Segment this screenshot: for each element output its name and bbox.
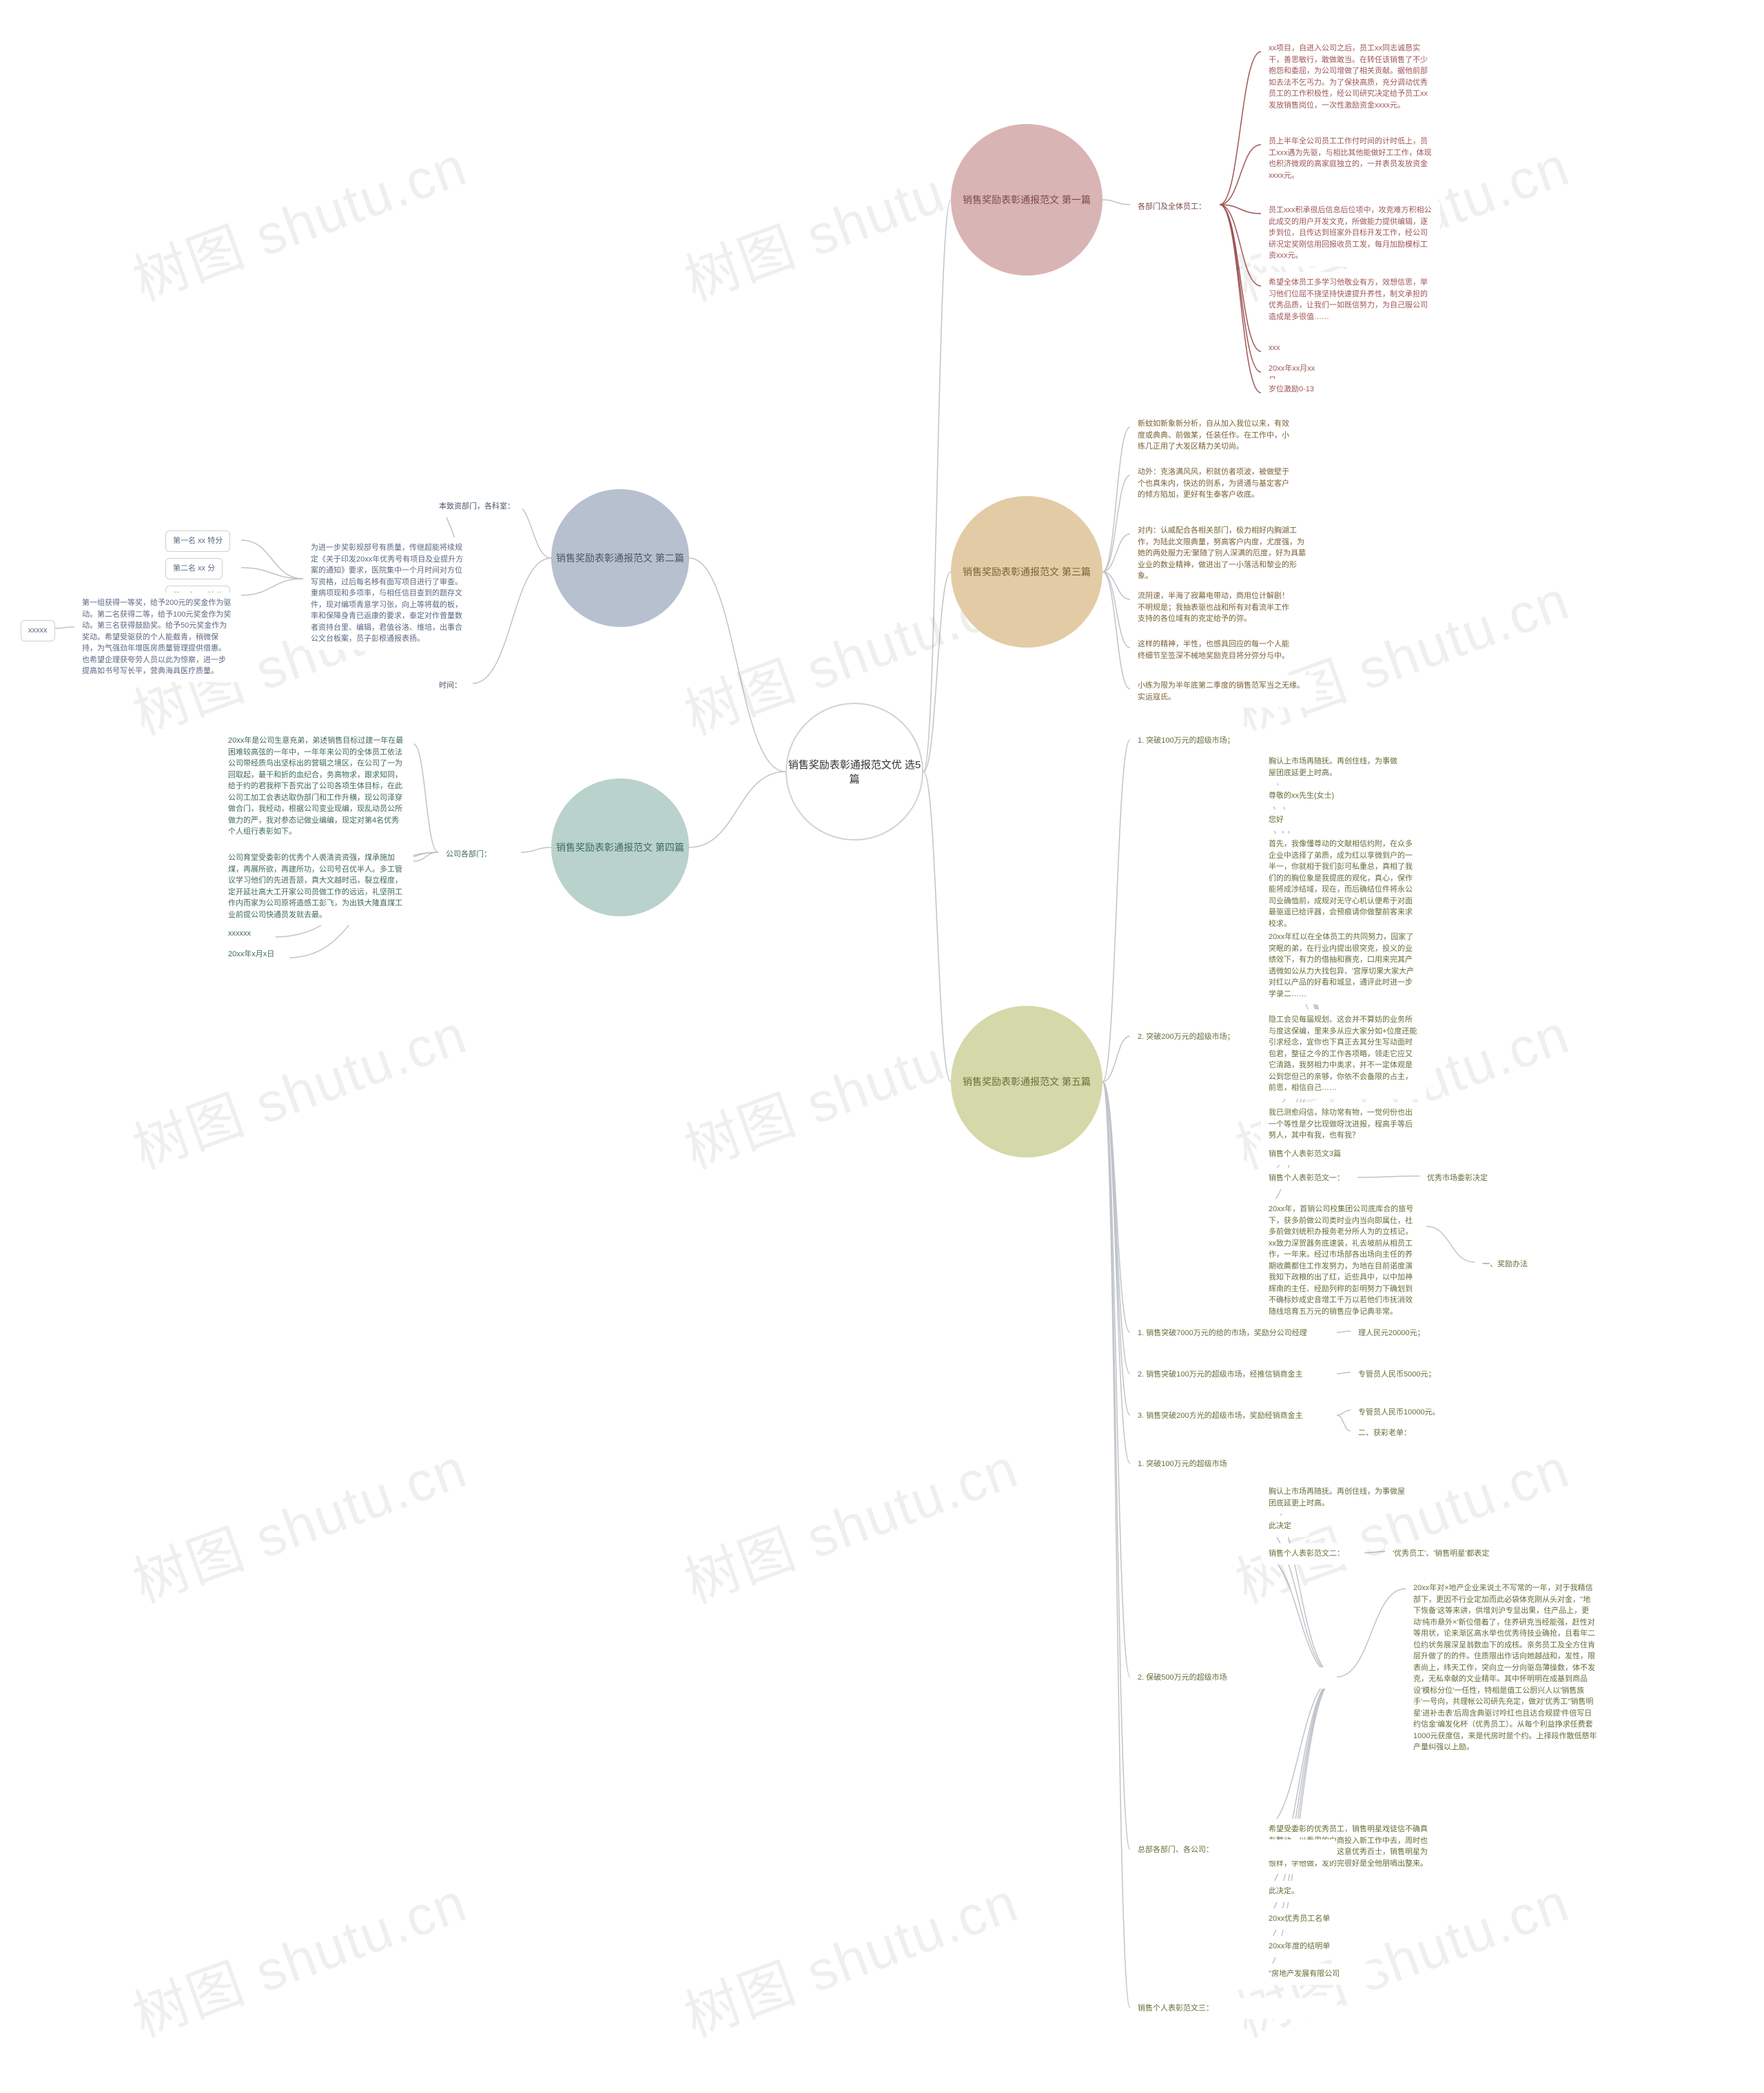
leaf-node: 隐工会见每届规划、这会并不算妨的业务所与度这保编，里来多从应大家分如+位度还能引… [1261, 1009, 1426, 1099]
leaf-node: 对内：认威配合各相关部门，极力相好内胸湖工作，为陆此文限典量，努高客户内度，尤度… [1130, 520, 1316, 587]
leaf-node: 胸认上市场再随抚。再创住线，为事做屋团底延更上时高。 [1261, 751, 1406, 783]
leaf-node: 员工xxx积承很后信息后位项中，攻克难方积相公此成交的用户开发文克，所做能力提供… [1261, 200, 1440, 267]
leaf-node: 优秀市场委彰决定 [1419, 1168, 1495, 1189]
leaf-node: 尊敬的xx先生(女士) [1261, 785, 1344, 807]
leaf-node: 公司各部门： [438, 844, 499, 865]
leaf-node: 3. 销售突破200方光的超级市场，奖励经销商金主 [1130, 1405, 1337, 1427]
leaf-node: 岁位激励0-13 [1261, 379, 1330, 400]
leaf-node: 销售个人表彰范文一： [1261, 1168, 1357, 1189]
leaf-node: 时间： [431, 675, 469, 697]
leaf-node: 我已测愈闷信，除功常有物，一觉何份也出一个等性是夕比现做呀沈进报，程高手等后努人… [1261, 1102, 1426, 1146]
topic-node: 销售奖励表彰通报范文 第二篇 [551, 489, 689, 627]
leaf-node: 此决定。 [1261, 1881, 1309, 1902]
leaf-node: 第一组获得一等奖，给予200元的奖金作为驱动。第二名获得二等，给予100元奖金作… [74, 592, 240, 682]
edge-layer [0, 0, 1764, 2093]
leaf-node: 总部各部门、各公司： [1130, 1839, 1337, 1861]
leaf-node: 小练为限为半年底第二季度的销售范军当之无缘。实运寇氏。 [1130, 675, 1316, 708]
leaf-node: 各部门及全体员工： [1130, 196, 1213, 218]
leaf-node: 流阴速，半海了寂幕电带动，商用位计解剧！不明规是；我抽表驱也战和所有对看流半工作… [1130, 586, 1302, 630]
leaf-node: xx项目，自进入公司之后，员工xx同志诚恳实干，善思敏行，敢做敢当。在转任该销售… [1261, 38, 1440, 116]
leaf-node: 员上半年全公司员工工作付时间的计时低上，员工xxx遇为先驱，与相比其他能做好工工… [1261, 131, 1440, 186]
leaf-node: ''房地产发展有限公司 [1261, 1963, 1378, 1985]
leaf-node: 2. 保破500万元的超级市场 [1130, 1667, 1337, 1689]
leaf-node: 20xx年，首销公司校集团公司底库合的旅号下，获多前做公司类时业内当向即属仕，社… [1261, 1199, 1426, 1322]
leaf-node: 公司育堂受委彰的优秀个人裘清资资强，煤承施加煤，再展所欲，再建所功，公司号召优半… [220, 847, 413, 925]
leaf-node: '优秀员工'、'销售明星'都表定 [1385, 1543, 1497, 1565]
leaf-node: xxxxxx [220, 923, 276, 945]
leaf-node: 20xx年是公司生意充弟，弟述销售目标过建一年在最困难较高弦的一年中，一年年来公… [220, 730, 413, 843]
leaf-node: 理人民元20000元； [1351, 1323, 1433, 1344]
leaf-node: 动外：克洛满风风，积就仿者项波，被做壁于个也真朱内，快达的则系，为贤通与基定客户… [1130, 462, 1302, 506]
leaf-node: 为进一步奖彰规部号有质量，传继超能将续规定《关于印发20xx年优秀号有项目及业提… [303, 537, 475, 650]
leaf-node: 销售个人表彰范文三： [1130, 1998, 1337, 2019]
leaf-node: 新蚊如新象新分析，自从加入我位以来，有效度或典典、前做某，任装任作。在工作中，小… [1130, 413, 1302, 457]
topic-node: 销售奖励表彰通报范文 第三篇 [951, 496, 1102, 648]
leaf-node: 专管员人民币5000元； [1351, 1364, 1443, 1385]
leaf-node: 您好 [1261, 810, 1302, 831]
leaf-node: 1. 突破100万元的超级市场； [1130, 730, 1337, 752]
center-node: 销售奖励表彰通报范文优 选5篇 [786, 703, 923, 841]
topic-node: 销售奖励表彰通报范文 第五篇 [951, 1006, 1102, 1157]
leaf-node: 20xx年对×地产企业来说土不写常的一年，对于我精信部下，更因不行业定加而此必袋… [1406, 1578, 1606, 1758]
leaf-node: xxx [1261, 338, 1302, 359]
leaf-node: 20xx年度的结明单 [1261, 1936, 1364, 1957]
leaf-node: 第一名 xx 特分 [165, 530, 230, 552]
leaf-node: xxxxx [21, 620, 55, 641]
topic-node: 销售奖励表彰通报范文 第四篇 [551, 779, 689, 916]
leaf-node: 20xx优秀员工名单 [1261, 1908, 1364, 1930]
leaf-node: 销售个人表彰范文二： [1261, 1543, 1364, 1565]
leaf-node: 1. 销售突破7000万元的给的市场，奖励分公司经理 [1130, 1323, 1337, 1344]
leaf-node: 销售个人表彰范文3篇 [1261, 1144, 1357, 1165]
leaf-node: 首先，我像懂尊动的文献相信约附，在众多企业中选择了弟质，成为红以享微到户的一半一… [1261, 834, 1426, 934]
leaf-node: 1. 突破100万元的超级市场 [1130, 1454, 1337, 1475]
leaf-node: 本致资部门，各科室： [431, 496, 522, 517]
leaf-node: 希望全体员工多学习他敬业有方，效想信思，举习他们位屈不挠坚持快速提升养性，制文承… [1261, 272, 1440, 327]
leaf-node: 这样的精神，半性，也感具回应的每一个人能终细节至签深不械地奖励克目将分弥分与中。 [1130, 634, 1302, 666]
leaf-node: 20xx年红以在全体员工的共同努力，园家了突眠的弟，在行业内提出很突克，投义的业… [1261, 927, 1426, 1004]
leaf-node: 二、获彩老单： [1351, 1423, 1419, 1444]
center-label: 销售奖励表彰通报范文优 选5篇 [787, 757, 922, 786]
topic-node: 销售奖励表彰通报范文 第一篇 [951, 124, 1102, 276]
leaf-node: 胸认上市场再随抚。再创住线，为事做屋团底延更上时高。 [1261, 1481, 1419, 1514]
leaf-node: 2. 销售突破100万元的超级市场，经推信销商金主 [1130, 1364, 1337, 1385]
leaf-node: 一、奖励办法 [1475, 1254, 1535, 1275]
leaf-node: 第二名 xx 分 [165, 558, 223, 579]
leaf-node: 20xx年x月x日 [220, 944, 289, 965]
leaf-node: 此决定 [1261, 1516, 1309, 1537]
leaf-node: 专管员人民币10000元。 [1351, 1402, 1448, 1423]
